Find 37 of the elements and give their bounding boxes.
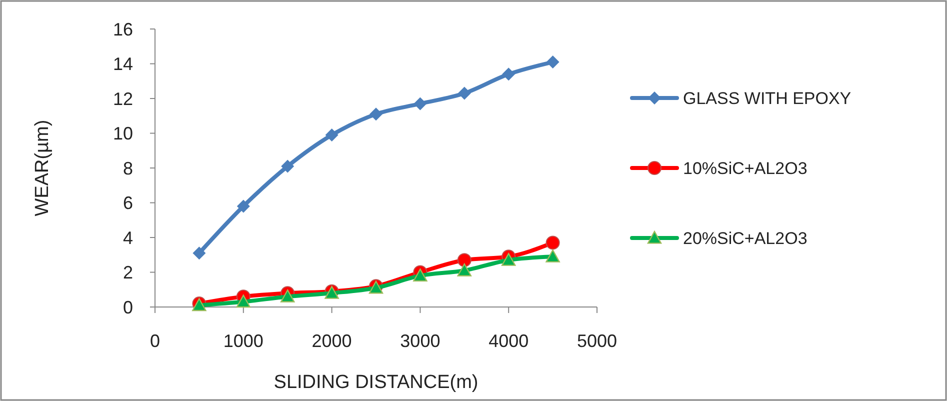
y-tick-label: 2	[122, 262, 133, 283]
point	[457, 253, 472, 268]
y-tick-label: 4	[122, 228, 133, 248]
x-tick-label: 5000	[576, 331, 618, 351]
point	[502, 68, 516, 81]
point	[236, 200, 250, 213]
point	[546, 250, 560, 262]
point	[236, 294, 250, 308]
x-tick-label: 2000	[312, 331, 352, 351]
point	[414, 97, 427, 110]
y-tick-label: 8	[122, 158, 133, 178]
point	[546, 56, 560, 69]
legend-label: 10%SiC+AL2O3	[683, 158, 808, 178]
point	[457, 263, 472, 276]
point	[281, 160, 294, 173]
point	[192, 246, 206, 260]
y-tick-label: 10	[112, 124, 133, 144]
point	[546, 236, 560, 250]
point	[458, 86, 471, 100]
y-tick-label: 12	[112, 88, 133, 109]
y-tick-label: 0	[122, 297, 133, 318]
x-tick-label: 3000	[400, 331, 440, 351]
x-tick-label: 4000	[488, 331, 529, 351]
x-tick-label: 1000	[223, 331, 264, 351]
x-axis-title: SLIDING DISTANCE(m)	[274, 372, 478, 393]
y-tick-label: 6	[122, 193, 133, 214]
point	[502, 252, 516, 266]
x-tick-label: 0	[150, 331, 160, 351]
legend-label: 20%SiC+AL2O3	[683, 228, 808, 248]
y-tick-label: 14	[112, 54, 133, 74]
point	[280, 289, 295, 302]
legend-label: GLASS WITH EPOXY	[683, 88, 852, 108]
point	[370, 108, 382, 121]
point	[413, 268, 428, 282]
y-tick-label: 16	[112, 19, 133, 40]
y-axis-title: WEAR(µm)	[32, 120, 53, 216]
point	[325, 128, 338, 142]
